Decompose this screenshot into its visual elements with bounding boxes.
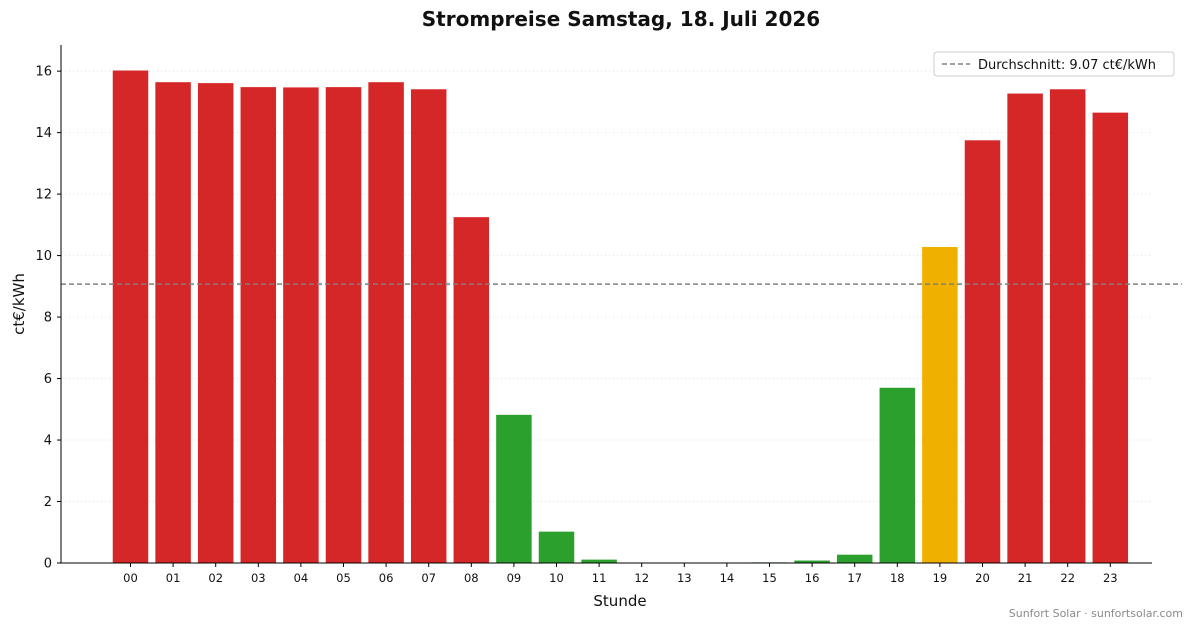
bar-23 <box>1092 112 1129 563</box>
bar-09 <box>496 414 532 563</box>
bar-01 <box>155 82 191 563</box>
x-tick-label: 15 <box>762 571 777 585</box>
bars <box>112 70 1129 564</box>
chart-title: Strompreise Samstag, 18. Juli 2026 <box>422 7 820 31</box>
y-axis-label: ct€/kWh <box>10 273 28 335</box>
legend-box <box>933 51 1175 77</box>
x-tick-label: 02 <box>208 571 223 585</box>
x-tick-label: 14 <box>720 571 735 585</box>
y-tick-label: 16 <box>35 65 52 80</box>
x-tick-label: 01 <box>166 571 181 585</box>
x-tick-label: 06 <box>379 571 394 585</box>
y-tick-label: 4 <box>44 434 52 449</box>
bar-22 <box>1049 89 1086 563</box>
x-tick-label: 20 <box>975 571 990 585</box>
y-tick-label: 8 <box>44 311 52 326</box>
y-axis: 0 2 4 6 8 10 12 14 16 <box>35 45 62 572</box>
x-axis: 00 01 02 03 04 05 06 07 08 09 10 11 12 13 14 15 16 17 18 19… <box>61 562 1152 585</box>
bar-04 <box>283 87 319 563</box>
x-tick-label: 21 <box>1018 571 1033 585</box>
y-tick-label: 0 <box>44 557 52 572</box>
bar-10 <box>538 531 575 563</box>
x-tick-label: 18 <box>890 571 905 585</box>
bar-06 <box>368 82 404 563</box>
bar-19 <box>922 246 958 564</box>
bar-16 <box>794 560 830 563</box>
bar-20 <box>964 140 1001 564</box>
y-tick-label: 2 <box>44 495 52 510</box>
x-tick-label: 09 <box>507 571 522 585</box>
x-tick-label: 23 <box>1103 571 1118 585</box>
bar-07 <box>410 89 447 563</box>
source-note: Sunfort Solar · sunfortsolar.com <box>1009 607 1183 620</box>
x-tick-label: 12 <box>634 571 649 585</box>
x-tick-label: 13 <box>677 571 692 585</box>
x-tick-label: 08 <box>464 571 479 585</box>
x-tick-label: 00 <box>123 571 138 585</box>
bar-02 <box>197 83 234 564</box>
x-tick-label: 22 <box>1060 571 1075 585</box>
bar-05 <box>325 87 362 563</box>
bar-21 <box>1007 93 1043 563</box>
bar-17 <box>836 554 873 563</box>
bar-03 <box>240 87 277 563</box>
bar-08 <box>453 217 490 563</box>
y-tick-label: 10 <box>35 249 52 264</box>
x-tick-label: 07 <box>421 571 436 585</box>
y-tick-label: 6 <box>44 372 52 387</box>
bar-18 <box>879 387 916 563</box>
legend-average-label: Durchschnitt: 9.07 ct€/kWh <box>978 58 1156 73</box>
x-tick-label: 05 <box>336 571 351 585</box>
x-tick-label: 17 <box>847 571 862 585</box>
bar-00 <box>112 70 149 564</box>
x-tick-label: 19 <box>933 571 948 585</box>
y-tick-label: 12 <box>35 188 52 203</box>
x-tick-label: 10 <box>549 571 564 585</box>
x-tick-label: 03 <box>251 571 266 585</box>
bar-11 <box>581 559 617 563</box>
y-tick-label: 14 <box>35 126 52 141</box>
x-tick-label: 11 <box>592 571 607 585</box>
x-axis-label: Stunde <box>593 592 646 610</box>
x-tick-label: 16 <box>805 571 820 585</box>
x-tick-label: 04 <box>294 571 309 585</box>
legend: Durchschnitt: 9.07 ct€/kWh <box>933 51 1175 77</box>
